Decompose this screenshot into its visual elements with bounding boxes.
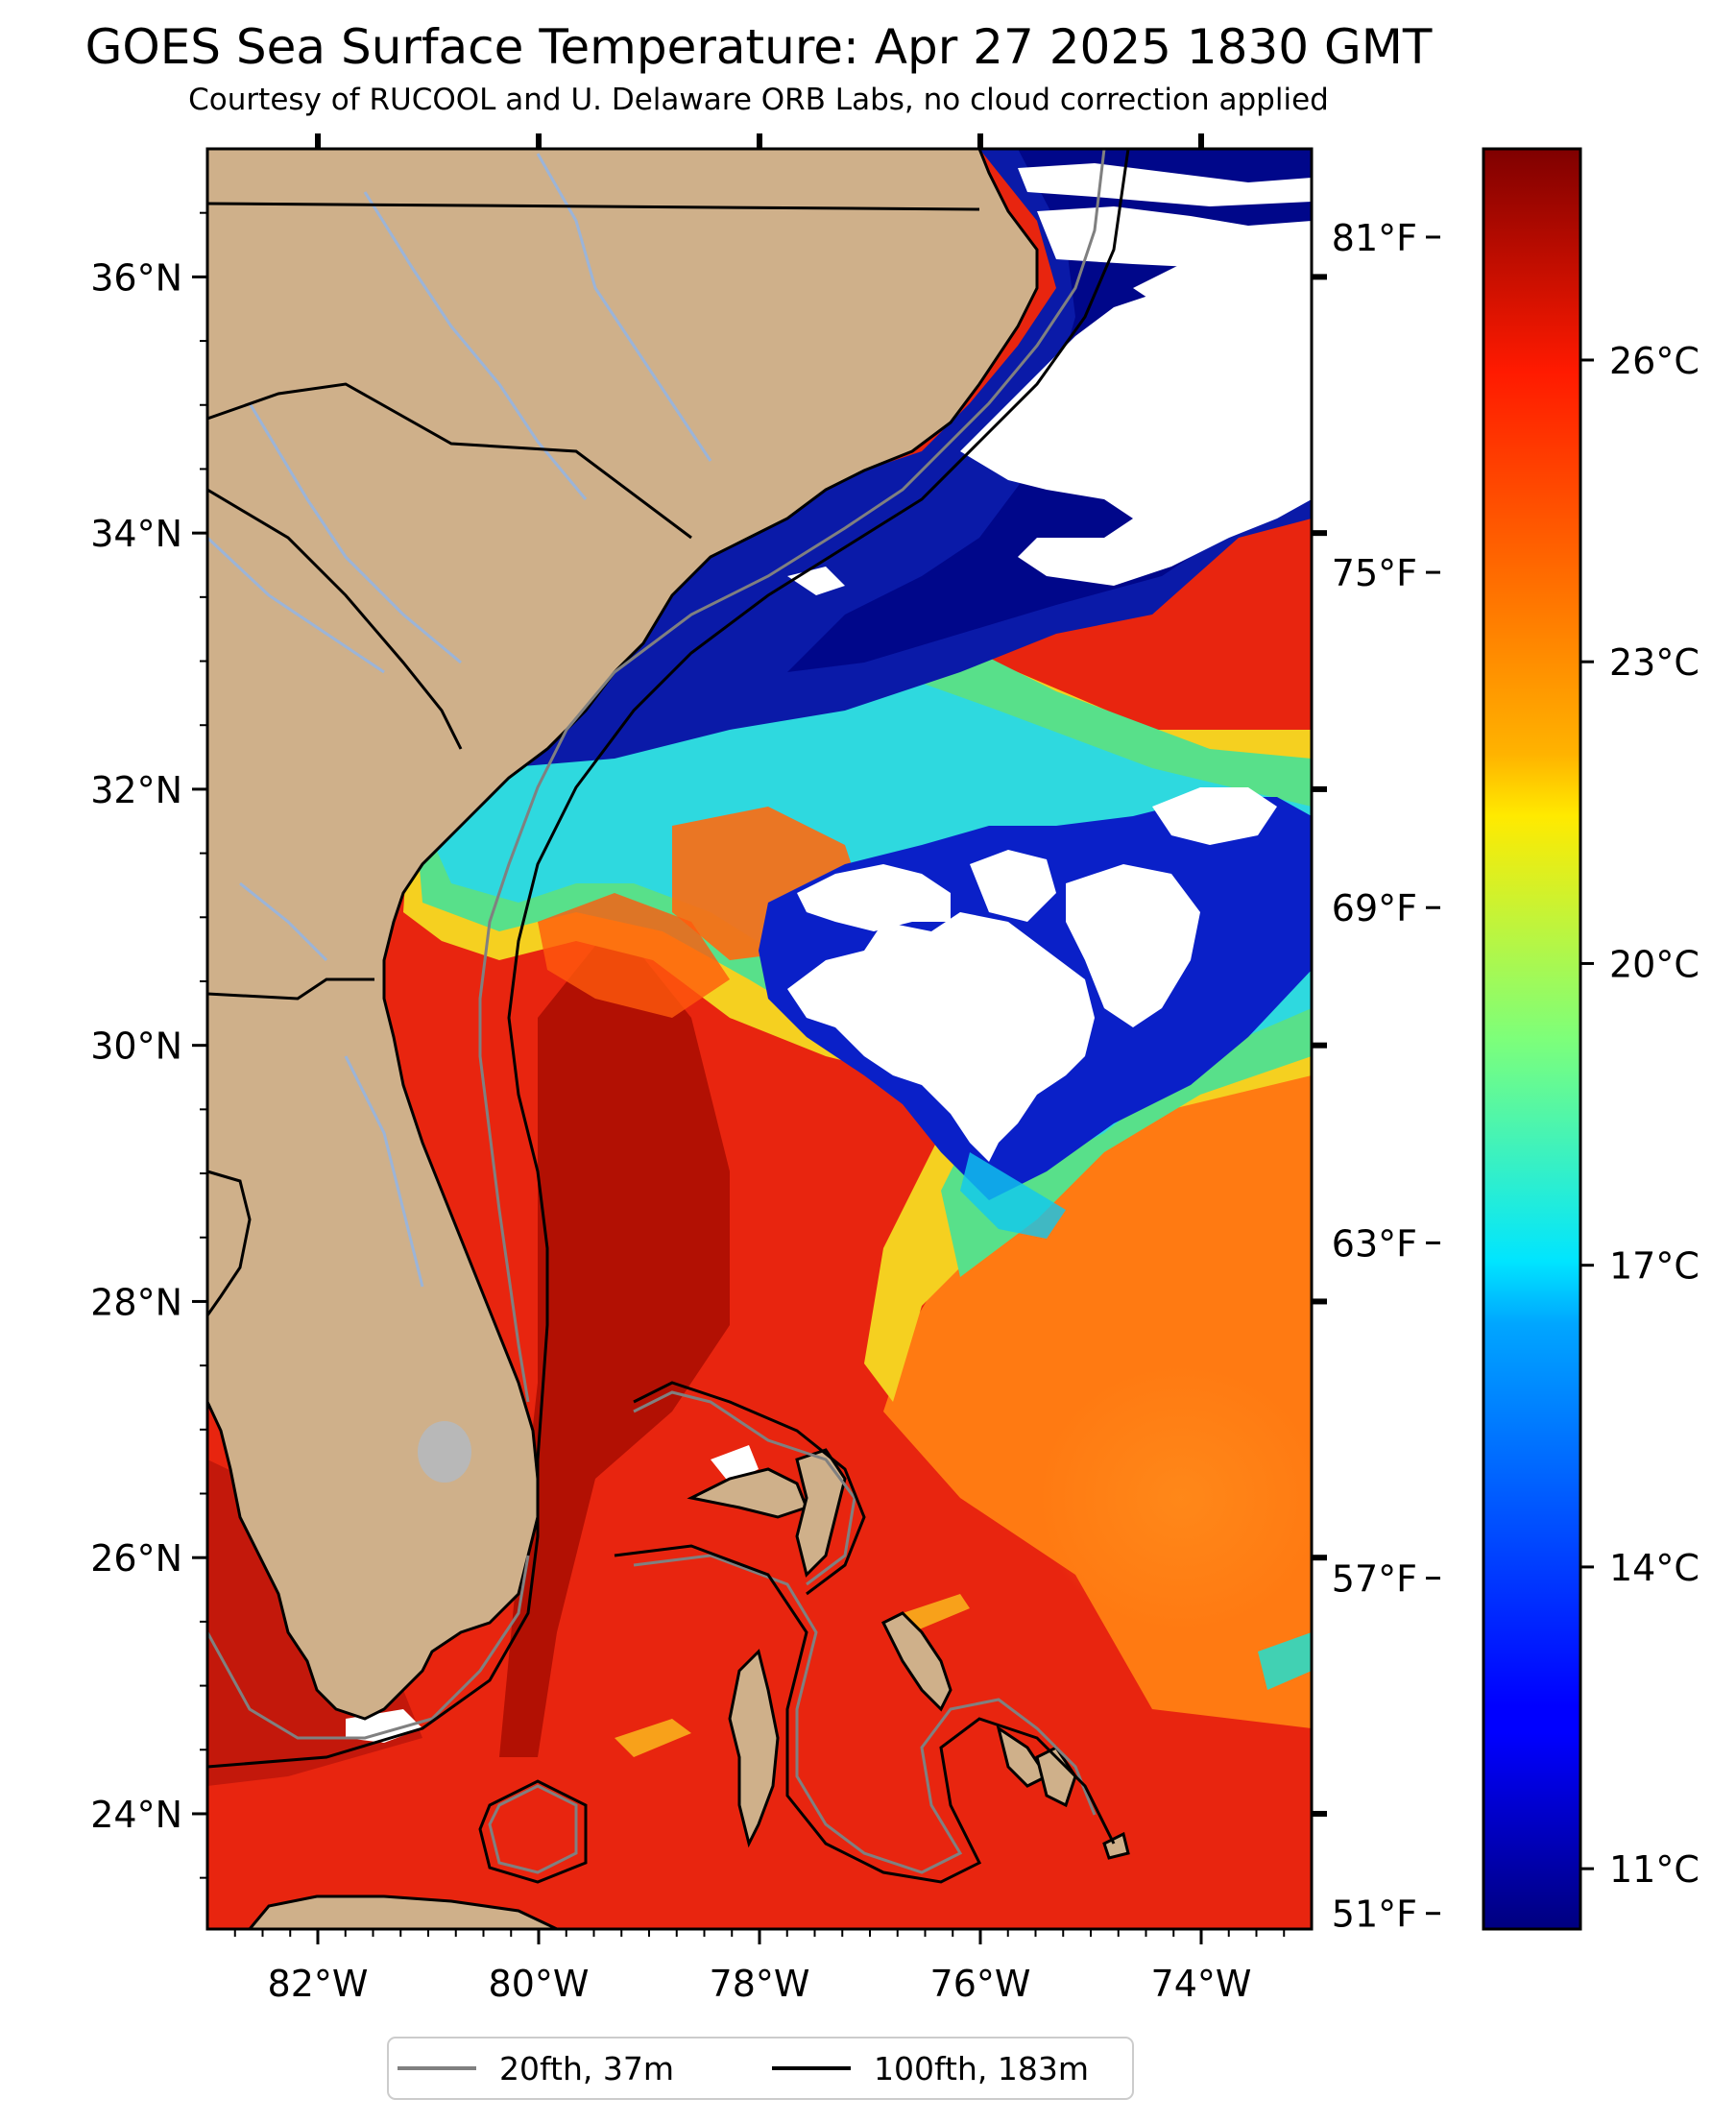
sea-yellow-streak-2	[903, 1594, 970, 1632]
lat-tick-label: 32°N	[90, 769, 182, 811]
lon-tick-label: 80°W	[489, 1963, 590, 2005]
land-cuba	[248, 1894, 558, 1929]
contour-100fth-cay-sal	[478, 1779, 588, 1884]
fahrenheit-tick-label: 81°F	[1332, 217, 1417, 259]
colorbar-tick-label: 11°C	[1609, 1848, 1700, 1891]
cloud-streak-1	[970, 850, 1056, 922]
fahrenheit-tick-label: 57°F	[1332, 1558, 1417, 1601]
land-grand-bahama	[687, 1467, 808, 1519]
figure-title: GOES Sea Surface Temperature: Apr 27 202…	[85, 19, 1433, 75]
river-5	[239, 881, 328, 962]
river-2	[363, 191, 588, 500]
fahrenheit-tick-label: 63°F	[1332, 1222, 1417, 1265]
colorbar-tick-label: 14°C	[1609, 1547, 1700, 1589]
lat-tick-label: 36°N	[90, 256, 182, 299]
contour-100fth-lines	[207, 149, 1130, 1884]
colorbar-axis: 26°C 23°C 20°C 17°C 14°C 11°C	[1580, 340, 1700, 1891]
border-va-nc	[207, 202, 980, 211]
land-small-cay	[1102, 1831, 1130, 1860]
fahrenheit-tick-label: 69°F	[1332, 887, 1417, 929]
river-1	[536, 153, 712, 462]
cloud-fringe-cyan	[960, 1152, 1066, 1239]
land-andros	[728, 1649, 780, 1848]
gulf-stream-core	[499, 922, 730, 1757]
legend-100fth-label: 100fth, 183m	[874, 2050, 1089, 2087]
sea-yellow-streak-1	[615, 1719, 691, 1757]
cloud-north-band	[1037, 206, 1312, 269]
border-nc-sc	[207, 382, 692, 540]
river-3	[248, 402, 462, 664]
lon-tick-label: 78°W	[710, 1963, 810, 2005]
state-borders	[207, 202, 980, 1001]
cloud-central-north	[797, 864, 951, 931]
colorbar-tick-label: 20°C	[1609, 943, 1700, 985]
figure-subtitle: Courtesy of RUCOOL and U. Delaware ORB L…	[188, 83, 1329, 117]
contour-20fth-great-bahama	[633, 1554, 1097, 1874]
legend: 20fth, 37m 100fth, 183m	[387, 2037, 1134, 2100]
map-panel	[207, 149, 1312, 1929]
contour-100fth-shelf-break	[207, 149, 1130, 1769]
lat-tick-label: 26°N	[90, 1537, 182, 1580]
fahrenheit-tick-label: 51°F	[1332, 1894, 1417, 1936]
lat-tick-label: 28°N	[90, 1281, 182, 1323]
lon-tick-label: 82°W	[268, 1963, 369, 2005]
lake-okeechobee	[418, 1421, 471, 1483]
lon-tick-label: 76°W	[930, 1963, 1031, 2005]
land-eleuthera	[880, 1611, 952, 1712]
land-us-mainland	[207, 149, 1039, 1721]
contour-20fth-little-bahama	[633, 1390, 856, 1586]
river-6	[344, 1055, 424, 1288]
colorbar-tick-label: 26°C	[1609, 340, 1700, 382]
rivers	[207, 153, 712, 1288]
contour-100fth-great-bahama	[614, 1544, 1116, 1884]
sea-orange-haze	[1037, 1363, 1312, 1632]
contour-20fth-florida-bay	[207, 1555, 530, 1740]
contour-20fth-shelf	[478, 149, 1106, 1403]
river-4	[207, 536, 385, 674]
fahrenheit-tick-label: 75°F	[1332, 552, 1417, 594]
cloud-north-large	[960, 288, 1312, 586]
land-long-island	[1035, 1746, 1077, 1808]
sea-cyan-streak-se	[1258, 1632, 1312, 1690]
border-ga-fl	[207, 977, 374, 1001]
contour-100fth-little-bahama	[633, 1381, 866, 1596]
cloud-streak-3	[1152, 787, 1277, 845]
lon-tick-label: 74°W	[1151, 1963, 1252, 2005]
colorbar-tick-label: 23°C	[1609, 641, 1700, 684]
latitude-axis: 36°N 34°N 32°N 30°N 28°N 26°N 24°N	[90, 211, 1327, 1879]
fahrenheit-axis: 81°F 75°F 69°F 63°F 57°F 51°F	[1332, 217, 1440, 1936]
lat-tick-label: 34°N	[90, 513, 182, 555]
cloud-north-strip	[1018, 163, 1312, 206]
legend-20fth-label: 20fth, 37m	[499, 2050, 674, 2087]
border-sc-ga	[207, 488, 463, 750]
land-exuma	[996, 1725, 1049, 1788]
contour-20fth-cay-sal	[488, 1784, 578, 1874]
colorbar-tick-label: 17°C	[1609, 1245, 1700, 1288]
lat-tick-label: 24°N	[90, 1794, 182, 1836]
longitude-axis: 82°W 80°W 78°W 76°W 74°W	[233, 133, 1286, 2005]
cloud-central-mass	[787, 912, 1095, 1162]
cloud-streak-2	[1066, 864, 1200, 1027]
contour-20fth-lines	[207, 149, 1106, 1874]
sea-orange-patch-2	[538, 893, 730, 1018]
colorbar	[1482, 147, 1582, 1931]
lat-tick-label: 30°N	[90, 1025, 182, 1068]
legend-box	[387, 2037, 1134, 2100]
